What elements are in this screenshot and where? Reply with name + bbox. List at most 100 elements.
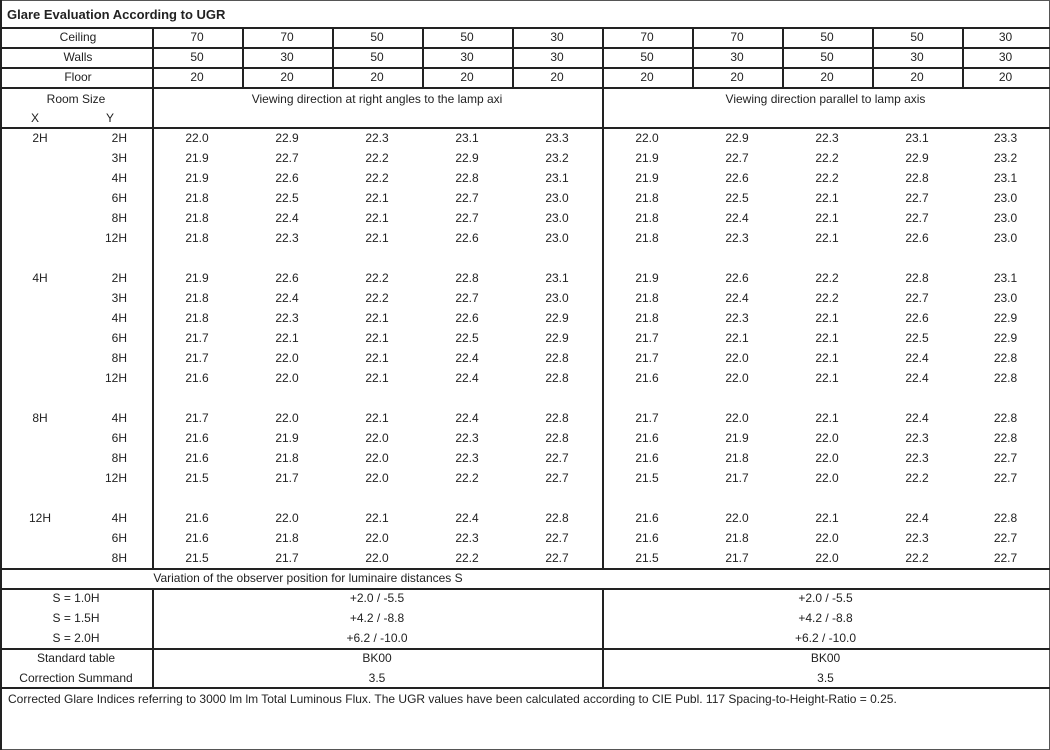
ugr-value-parallel: 22.2 [815, 271, 839, 285]
ugr-value-right-angles: 22.9 [455, 151, 479, 165]
ugr-value-right-angles: 22.0 [365, 451, 389, 465]
ugr-value-parallel: 21.9 [635, 151, 659, 165]
ugr-value-parallel: 23.1 [905, 131, 929, 145]
ugr-value-parallel: 23.2 [993, 151, 1018, 165]
ugr-value-parallel: 22.8 [993, 431, 1018, 445]
reflectance-value: 20 [910, 70, 924, 84]
ugr-value-right-angles: 22.8 [545, 371, 569, 385]
ugr-value-parallel: 22.5 [725, 191, 749, 205]
ugr-value-right-angles: 22.2 [365, 151, 389, 165]
ugr-value-parallel: 22.0 [725, 371, 749, 385]
ugr-value-right-angles: 22.3 [275, 231, 299, 245]
ugr-value-right-angles: 21.5 [185, 471, 209, 485]
ugr-value-parallel: 21.9 [635, 171, 659, 185]
ugr-value-right-angles: 22.4 [455, 351, 479, 365]
ugr-value-right-angles: 22.2 [365, 171, 389, 185]
ugr-value-parallel: 22.7 [905, 291, 929, 305]
ugr-value-right-angles: 22.4 [275, 211, 299, 225]
reflectance-value: 20 [550, 70, 564, 84]
ugr-value-parallel: 22.1 [815, 191, 839, 205]
ugr-value-right-angles: 21.7 [185, 351, 209, 365]
reflectance-value: 20 [370, 70, 384, 84]
ugr-value-parallel: 22.3 [905, 451, 929, 465]
room-y: 4H [111, 511, 127, 525]
divider [152, 87, 154, 568]
ugr-value-right-angles: 22.4 [455, 511, 479, 525]
divider [0, 687, 1050, 689]
ugr-value-parallel: 22.8 [905, 171, 929, 185]
room-y: 3H [111, 151, 127, 165]
ugr-value-right-angles: 22.1 [365, 231, 389, 245]
ugr-value-parallel: 22.9 [993, 331, 1018, 345]
room-x: 8H [32, 411, 48, 425]
ugr-value-parallel: 22.4 [905, 411, 929, 425]
ugr-value-parallel: 22.3 [905, 431, 929, 445]
ugr-value-right-angles: 22.6 [455, 311, 479, 325]
ugr-value-parallel: 21.8 [725, 531, 749, 545]
ugr-value-parallel: 21.6 [635, 531, 659, 545]
reflectance-value: 20 [730, 70, 744, 84]
room-x: 12H [28, 511, 51, 525]
y-label: Y [105, 111, 114, 125]
ugr-value-right-angles: 22.1 [365, 411, 389, 425]
ugr-value-right-angles: 22.7 [455, 211, 479, 225]
ugr-value-right-angles: 23.1 [545, 271, 569, 285]
room-y: 6H [111, 431, 127, 445]
ugr-value-right-angles: 23.3 [545, 131, 569, 145]
ugr-value-right-angles: 22.8 [545, 431, 569, 445]
ugr-value-right-angles: 22.1 [365, 211, 389, 225]
footer-note: Corrected Glare Indices referring to 300… [8, 692, 897, 706]
correction-summand-label: Correction Summand [19, 671, 133, 685]
divider [0, 67, 1050, 69]
reflectance-value: 50 [910, 30, 924, 44]
ugr-value-parallel: 22.8 [993, 351, 1018, 365]
ugr-value-parallel: 21.9 [725, 431, 749, 445]
standard-table-parallel: BK00 [810, 651, 841, 665]
room-x: 4H [32, 271, 48, 285]
ugr-value-right-angles: 22.1 [365, 191, 389, 205]
ugr-value-right-angles: 22.9 [275, 131, 299, 145]
ugr-value-right-angles: 22.3 [365, 131, 389, 145]
ugr-value-parallel: 22.7 [905, 211, 929, 225]
ugr-value-parallel: 22.3 [725, 311, 749, 325]
room-y: 2H [111, 271, 127, 285]
room-y: 3H [111, 291, 127, 305]
ugr-value-parallel: 21.6 [635, 511, 659, 525]
ugr-value-parallel: 22.1 [725, 331, 749, 345]
divider [0, 568, 1050, 570]
variation-parallel: +6.2 / -10.0 [794, 631, 857, 645]
room-y: 12H [104, 371, 127, 385]
ugr-value-right-angles: 22.0 [365, 431, 389, 445]
divider [872, 27, 874, 87]
ugr-value-right-angles: 22.7 [545, 471, 569, 485]
ugr-value-right-angles: 22.0 [275, 511, 299, 525]
divider [422, 27, 424, 87]
variation-distance: S = 1.5H [52, 611, 100, 625]
ugr-value-parallel: 22.6 [905, 311, 929, 325]
reflectance-value: 20 [190, 70, 204, 84]
ugr-value-parallel: 22.0 [815, 431, 839, 445]
ugr-value-parallel: 22.8 [993, 511, 1018, 525]
ugr-value-parallel: 22.1 [815, 211, 839, 225]
ugr-value-parallel: 22.6 [905, 231, 929, 245]
ugr-value-right-angles: 22.9 [545, 311, 569, 325]
ugr-value-right-angles: 21.8 [185, 291, 209, 305]
room-y: 6H [111, 331, 127, 345]
ugr-value-parallel: 23.1 [993, 271, 1018, 285]
ugr-value-right-angles: 22.1 [365, 371, 389, 385]
room-y: 2H [111, 131, 127, 145]
ugr-value-right-angles: 23.0 [545, 191, 569, 205]
ugr-value-right-angles: 21.6 [185, 451, 209, 465]
ugr-value-right-angles: 23.1 [545, 171, 569, 185]
ugr-value-right-angles: 22.2 [365, 291, 389, 305]
reflectance-value: 20 [820, 70, 834, 84]
ugr-value-right-angles: 22.0 [365, 551, 389, 565]
ugr-value-right-angles: 22.1 [365, 511, 389, 525]
ugr-value-right-angles: 22.0 [365, 471, 389, 485]
reflectance-value: 50 [640, 50, 654, 64]
reflectance-value: 70 [280, 30, 294, 44]
ugr-value-parallel: 22.7 [993, 551, 1018, 565]
ugr-value-right-angles: 22.0 [365, 531, 389, 545]
ugr-value-parallel: 22.6 [725, 271, 749, 285]
reflectance-value: 30 [998, 50, 1013, 64]
